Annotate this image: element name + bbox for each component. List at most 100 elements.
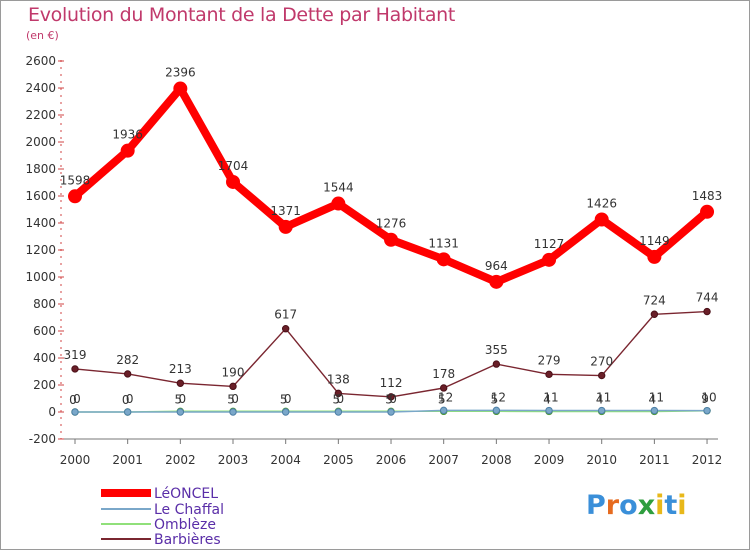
data-point	[542, 252, 557, 267]
y-tick-label: 2000	[25, 135, 56, 149]
data-label: 0	[126, 392, 134, 406]
y-tick-label: 1200	[25, 243, 56, 257]
data-label: 1704	[218, 159, 249, 173]
data-label: 0	[231, 392, 239, 406]
data-point	[594, 212, 609, 227]
data-label: 0	[73, 392, 81, 406]
y-tick-label: 400	[33, 351, 56, 365]
data-label: 1149	[639, 234, 670, 248]
chart-title: Evolution du Montant de la Dette par Hab…	[28, 4, 456, 26]
data-point	[492, 360, 501, 368]
data-label: 5	[175, 392, 183, 406]
data-point	[173, 81, 188, 96]
data-point	[71, 408, 79, 416]
data-label: 270	[590, 355, 613, 369]
data-point	[598, 406, 606, 415]
data-label: 5	[491, 392, 499, 406]
data-label: 1276	[376, 217, 407, 231]
data-label: 12	[438, 390, 453, 404]
y-tick-label: 2600	[25, 54, 56, 68]
y-tick-label: 2400	[25, 81, 56, 95]
data-label: 1483	[692, 189, 723, 203]
data-label: 5	[385, 392, 393, 406]
data-label: 9	[701, 392, 709, 406]
x-tick-label: 2008	[481, 453, 512, 467]
data-point	[384, 232, 399, 247]
data-point	[334, 408, 343, 416]
data-point	[281, 408, 290, 416]
x-tick-label: 2010	[586, 453, 617, 467]
data-point	[489, 274, 504, 289]
data-label: 5	[227, 392, 235, 406]
data-label: 617	[274, 308, 297, 322]
data-point	[387, 408, 395, 416]
data-label: 11	[649, 391, 664, 405]
data-labels: 1598 1936 2396 1704 1371 1544 1276 1131 964 1127 1…	[60, 66, 723, 407]
proxiti-logo: Proxiti	[586, 490, 687, 521]
data-point	[176, 379, 185, 387]
data-point	[650, 310, 659, 318]
data-label: 190	[222, 365, 245, 379]
series-line-0	[72, 84, 710, 286]
data-label: 11	[543, 391, 558, 405]
data-label: 5	[280, 392, 288, 406]
data-point	[647, 249, 662, 264]
data-label: 0	[69, 393, 77, 407]
data-label: 0	[179, 392, 187, 406]
legend-label: Barbières	[154, 532, 221, 548]
data-point	[123, 370, 132, 378]
data-point	[700, 204, 715, 219]
data-point	[226, 174, 241, 189]
data-point	[123, 408, 132, 416]
y-tick-label: 0	[48, 405, 56, 419]
x-tick-label: 2012	[692, 453, 723, 467]
data-point	[439, 406, 448, 415]
data-label: 4	[596, 392, 604, 406]
data-label: 1544	[323, 181, 354, 195]
legend-label: Le Chaffal	[154, 502, 224, 518]
data-label: 279	[538, 353, 561, 367]
data-label: 4	[649, 392, 657, 406]
data-point	[492, 406, 501, 415]
data-point	[650, 406, 659, 415]
data-label: 1131	[428, 236, 459, 250]
data-label: 1127	[534, 237, 565, 251]
data-label: 138	[327, 372, 350, 386]
data-point	[436, 252, 451, 267]
data-label: 744	[696, 291, 719, 305]
data-label: 724	[643, 293, 666, 307]
data-point	[703, 307, 711, 316]
x-tick-label: 2007	[428, 453, 459, 467]
data-label: 0	[337, 392, 345, 406]
data-label: 10	[701, 391, 716, 405]
data-point	[545, 406, 553, 415]
axes: -200020040060080010001200140016001800200…	[25, 54, 722, 467]
data-point	[545, 370, 553, 379]
legend-label: Omblèze	[154, 517, 216, 533]
data-label: 178	[432, 367, 455, 381]
data-point	[598, 371, 606, 380]
x-tick-label: 2004	[270, 453, 301, 467]
x-tick-label: 2003	[218, 453, 249, 467]
data-label: 5	[333, 392, 341, 406]
data-point	[281, 325, 290, 333]
data-label: 1426	[586, 196, 617, 210]
data-label: 282	[116, 353, 139, 367]
data-label: 1936	[112, 128, 143, 142]
data-point	[120, 143, 135, 158]
data-point	[387, 393, 395, 401]
y-tick-label: 800	[33, 297, 56, 311]
data-point	[68, 189, 82, 204]
data-label: 1371	[270, 204, 301, 218]
data-label: 112	[380, 376, 403, 390]
x-tick-label: 2000	[60, 453, 91, 467]
data-label: 1598	[60, 173, 91, 187]
x-tick-label: 2002	[165, 453, 196, 467]
x-tick-label: 2001	[112, 453, 143, 467]
data-label: 12	[491, 390, 506, 404]
y-tick-label: 600	[33, 324, 56, 338]
data-point	[439, 384, 448, 392]
